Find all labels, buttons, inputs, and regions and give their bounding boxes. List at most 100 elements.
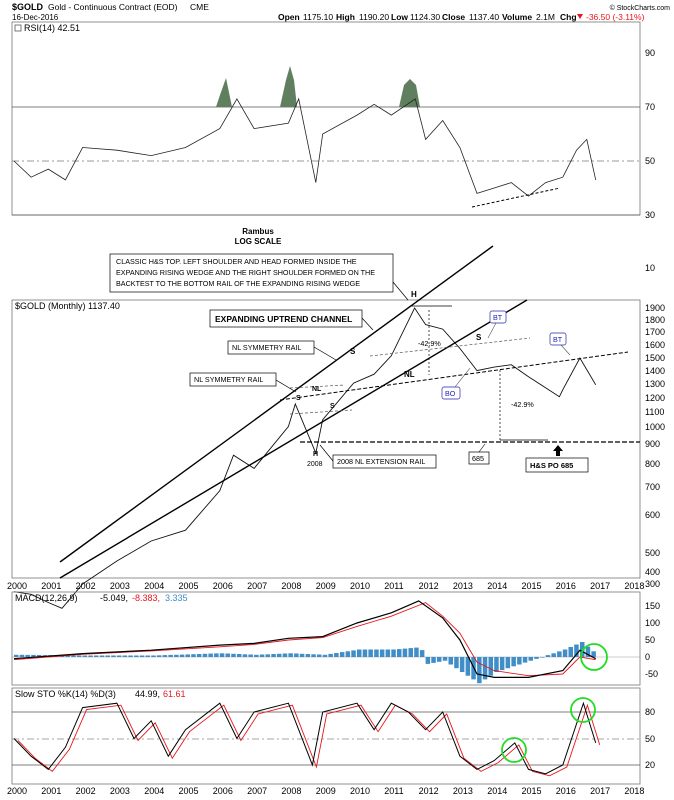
volume-label: Volume <box>502 12 532 22</box>
nl-sym-pointer-1 <box>275 379 297 393</box>
macd-hist-bar <box>162 655 168 657</box>
macd-hist-bar <box>128 655 133 657</box>
x-tick-2012: 2012 <box>419 581 439 591</box>
x-tick-2001: 2001 <box>41 581 61 591</box>
rsi-label: RSI(14) 42.51 <box>24 23 80 33</box>
left-shoulder-label: S <box>350 347 356 356</box>
annotation-box <box>109 253 394 293</box>
price-panel-frame <box>11 299 641 579</box>
macd-panel-frame <box>11 591 641 686</box>
price-tick-1500: 1500 <box>645 353 665 363</box>
x-tick-2012: 2012 <box>419 786 439 796</box>
x-tick-2015: 2015 <box>522 786 542 796</box>
right-shoulder-label: S <box>476 333 482 342</box>
x-tick-2011: 2011 <box>384 786 403 796</box>
channel-pointer <box>361 317 374 331</box>
macd-hist-bar <box>357 649 362 657</box>
macd-hist-bar <box>442 657 448 661</box>
macd-hist-bar <box>534 657 539 659</box>
macd-hist-bar <box>174 654 179 657</box>
macd-hist-bar <box>214 653 219 657</box>
macd-hist-bar <box>288 653 293 657</box>
macd-hist-bar <box>65 655 70 657</box>
macd-hist-bar <box>82 655 88 657</box>
macd-hist-bar <box>511 657 516 667</box>
rsi-tick-90: 90 <box>645 48 655 58</box>
copyright: © StockCharts.com <box>610 4 671 12</box>
x-tick-2010: 2010 <box>350 581 370 591</box>
rsi-tick-50: 50 <box>645 156 655 166</box>
macd-hist-bar <box>208 653 213 657</box>
bt-label-2: BT <box>553 335 563 344</box>
macd-hist-bar <box>477 657 482 684</box>
macd-hist-bar <box>545 655 551 657</box>
annotation-line-1: CLASSIC H&S TOP. LEFT SHOULDER AND HEAD … <box>116 257 357 266</box>
price-tick-300: 300 <box>645 579 660 589</box>
bt-label-1: BT <box>493 313 503 322</box>
x-tick-2008: 2008 <box>281 786 301 796</box>
pct-drop-label-2: -42.9% <box>511 400 534 409</box>
nl-ext-box <box>332 454 437 469</box>
price-tick-500: 500 <box>645 548 660 558</box>
rsi-tick-10: 10 <box>645 263 655 273</box>
rsi-tick-70: 70 <box>645 102 655 112</box>
macd-hist-bar <box>494 657 499 672</box>
macd-hist-bar <box>482 657 488 680</box>
head-label: H <box>411 290 417 299</box>
x-tick-2009: 2009 <box>316 786 336 796</box>
po-label-box <box>525 457 589 473</box>
x-tick-2008: 2008 <box>281 581 301 591</box>
price-axis: 1900 1800 1700 1600 1500 1400 1300 1200 … <box>645 303 665 589</box>
macd-hist-bar <box>557 651 562 657</box>
neckline-label: NL <box>404 370 415 379</box>
shoulder-2008-left: S <box>296 395 301 402</box>
x-tick-2000: 2000 <box>7 786 27 796</box>
macd-hist-bar <box>248 654 253 657</box>
high-label: High <box>336 12 355 22</box>
x-tick-2010: 2010 <box>350 786 370 796</box>
x-tick-2018: 2018 <box>624 786 644 796</box>
macd-hist-bar <box>277 653 282 657</box>
po-value-label: 685 <box>472 454 484 463</box>
x-tick-2018: 2018 <box>624 581 644 591</box>
macd-hist-bar <box>145 655 150 657</box>
macd-hist-bar <box>265 654 270 657</box>
macd-hist-bar <box>168 654 173 657</box>
macd-hist-bar <box>225 653 230 657</box>
x-tick-2013: 2013 <box>453 581 473 591</box>
macd-hist-bar <box>19 654 25 657</box>
macd-hist-bar <box>414 647 419 657</box>
macd-hist-bar <box>111 655 116 657</box>
macd-hist-bar <box>25 654 30 657</box>
macd-tick-150: 150 <box>645 601 660 611</box>
macd-hist-bar <box>94 655 99 657</box>
macd-hist-bar <box>328 653 333 657</box>
macd-hist-bar <box>311 654 316 657</box>
shoulder-2008-right: S <box>330 403 335 410</box>
neckline <box>279 351 629 401</box>
nl-sym-label-1: NL SYMMETRY RAIL <box>194 375 263 384</box>
macd-hist-bar <box>14 654 19 657</box>
macd-hist-bar <box>408 648 413 657</box>
macd-hist-bar <box>345 651 351 657</box>
header-symbol: $GOLD <box>12 2 44 12</box>
price-tick-900: 900 <box>645 439 660 449</box>
macd-line <box>13 600 596 678</box>
macd-hist-bar <box>379 649 385 657</box>
macd-hist-bar <box>448 657 453 665</box>
open-value: 1175.10 <box>303 12 333 22</box>
macd-hist-bar <box>294 653 299 657</box>
price-tick-1200: 1200 <box>645 393 665 403</box>
price-tick-1600: 1600 <box>645 340 665 350</box>
high-value: 1190.20 <box>359 12 389 22</box>
macd-label: MACD(12,26,9) <box>15 593 78 603</box>
macd-hist-bar <box>231 653 236 657</box>
macd-hist-bar <box>374 649 379 657</box>
po-value-pointer <box>478 443 486 453</box>
panel-toggle-icon[interactable] <box>14 24 22 32</box>
macd-hist-bar <box>580 642 585 657</box>
sto-label: Slow STO %K(14) %D(3) <box>15 689 116 699</box>
x-tick-2007: 2007 <box>247 581 267 591</box>
x-tick-2004: 2004 <box>144 786 164 796</box>
rsi-line <box>13 97 597 197</box>
